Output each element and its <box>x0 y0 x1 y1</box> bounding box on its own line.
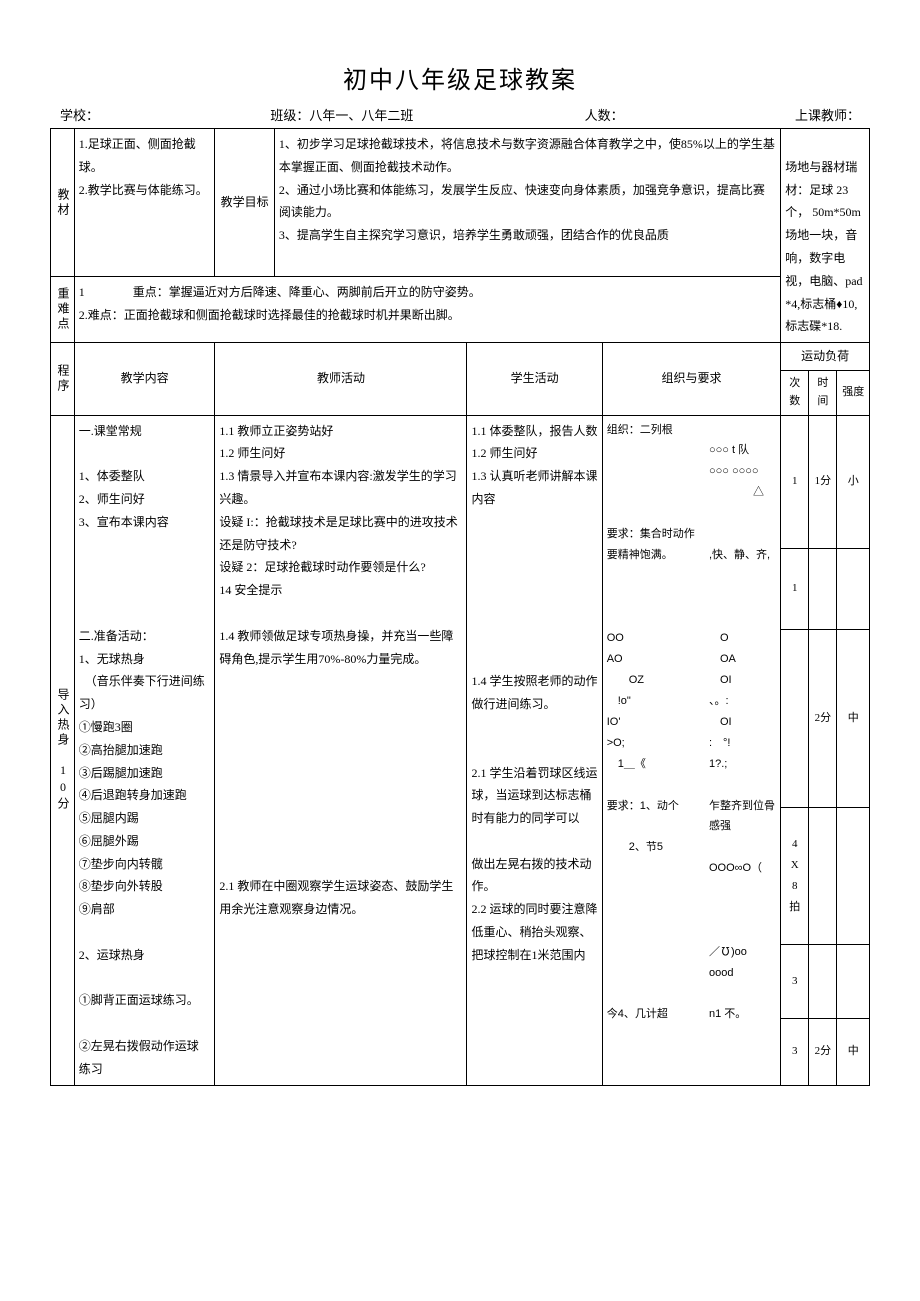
class-label: 班级：八年一、八年二班 <box>270 105 413 124</box>
load2-times: 1 <box>781 548 809 629</box>
goal-label: 教学目标 <box>215 129 275 277</box>
seq-warmup-label: 导入热身 <box>56 688 70 748</box>
seq-warmup-time: 10分 <box>56 763 70 812</box>
load3-times <box>781 630 809 808</box>
venue-cell: 场地与器材瑞材：足球 23 个， 50m*50m 场地一块，音响，数字电视，电脑… <box>781 129 870 343</box>
load1-dur: 1分 <box>809 415 837 548</box>
content-warmup: 一.课堂常规1、体委整队2、师生问好3、宣布本课内容二.准备活动：1、无球热身 … <box>74 415 215 1085</box>
teacher-warmup: 1.1 教师立正姿势站好1.2 师生问好1.3 情景导入并宣布本课内容:激发学生… <box>215 415 467 1085</box>
col-teacher: 教师活动 <box>215 343 467 415</box>
load5-int <box>837 944 870 1018</box>
load3-dur: 2分 <box>809 630 837 808</box>
goal-text: 1、初步学习足球抢截球技术，将信息技术与数字资源融合体育教学之中，使85%以上的… <box>274 129 780 277</box>
load6-int: 中 <box>837 1018 870 1085</box>
col-intensity: 强度 <box>837 371 870 415</box>
meta-row: 学校： 班级：八年一、八年二班 人数： 上课教师： <box>50 105 870 124</box>
lesson-table: 教材 1.足球正面、侧面抢截球。2.教学比赛与体能练习。 教学目标 1、初步学习… <box>50 128 870 1086</box>
load5-dur <box>809 944 837 1018</box>
load4-int <box>837 807 870 944</box>
load2-int <box>837 548 870 629</box>
org-warmup-right: ○○○ t 队○○○ ○○○○ △,快、静、齐, O OA OI、。: OI: … <box>705 415 781 1085</box>
keydiff-label: 重难点 <box>51 277 75 343</box>
count-label: 人数： <box>585 105 624 124</box>
load1-times: 1 <box>781 415 809 548</box>
col-duration: 时间 <box>809 371 837 415</box>
load5-times: 3 <box>781 944 809 1018</box>
load6-times: 3 <box>781 1018 809 1085</box>
load1-int: 小 <box>837 415 870 548</box>
col-org: 组织与要求 <box>602 343 781 415</box>
student-warmup: 1.1 体委整队，报告人数1.2 师生问好1.3 认真听老师讲解本课内容1.4 … <box>467 415 602 1085</box>
org-warmup-left: 组织：二列根要求：集合时动作要精神饱满。OOAO OZ !o"IO'>O; 1＿… <box>602 415 705 1085</box>
load3-int: 中 <box>837 630 870 808</box>
load6-dur: 2分 <box>809 1018 837 1085</box>
col-student: 学生活动 <box>467 343 602 415</box>
school-label: 学校： <box>60 105 99 124</box>
material-text: 1.足球正面、侧面抢截球。2.教学比赛与体能练习。 <box>74 129 215 277</box>
load2-dur <box>809 548 837 629</box>
teacher-label: 上课教师： <box>795 105 860 124</box>
load4-dur <box>809 807 837 944</box>
seq-warmup: 导入热身 10分 <box>51 415 75 1085</box>
col-content: 教学内容 <box>74 343 215 415</box>
col-load: 运动负荷 <box>781 343 870 371</box>
material-label: 教材 <box>51 129 75 277</box>
col-times: 次数 <box>781 371 809 415</box>
load4-times: 4X8拍 <box>781 807 809 944</box>
keydiff-text: 1 重点：掌握逼近对方后降速、降重心、两脚前后开立的防守姿势。2.难点：正面抢截… <box>74 277 780 343</box>
page-title: 初中八年级足球教案 <box>50 60 870 95</box>
col-seq: 程序 <box>51 343 75 415</box>
